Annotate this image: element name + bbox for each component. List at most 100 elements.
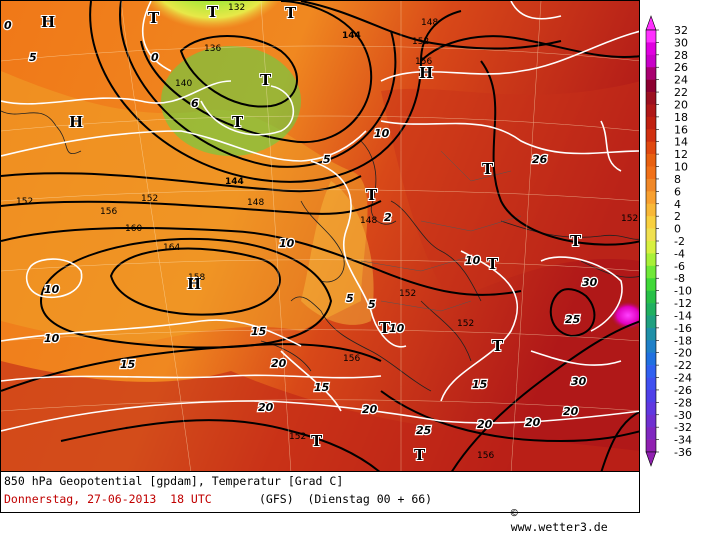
geo-label: 136 [204,44,221,54]
temp-label: 10 [279,237,295,250]
temp-label: 20 [271,357,287,370]
legend-tick-label: -14 [674,309,692,322]
geopotential-labels: 132 136 140 144 148 152 156 160 164 158 … [16,3,638,461]
geo-label: 156 [100,207,117,217]
low-symbol: T [366,186,378,204]
legend-swatch [646,67,656,80]
legend-swatch [646,79,656,93]
legend-swatch [646,315,656,329]
color-legend: 32 30 28 26 24 22 20 18 16 14 12 10 8 6 4 2 0 -2 -4 -6 -8 -10… [642,0,704,472]
temp-label: 10 [44,283,60,296]
legend-swatch [646,216,656,229]
legend-tick-label: 12 [674,148,688,161]
legend-scale: 32302826242220181614121086420-2-4-6-8-10… [645,15,692,467]
legend-swatch [646,402,656,416]
geo-label: 148 [247,198,264,208]
legend-swatch [646,92,656,105]
legend-tick-label: -6 [674,260,685,273]
temp-label: 25 [416,424,432,437]
legend-tick-label: -8 [674,272,685,285]
legend-swatch [646,104,656,118]
high-symbol: H [69,113,83,131]
low-symbol: T [260,71,272,89]
legend-tick-label: -24 [674,372,692,385]
legend-tick-label: 6 [674,185,681,198]
legend-tick-label: 22 [674,86,688,99]
legend-tick-label: 10 [674,161,688,174]
temp-label: 5 [346,292,354,305]
legend-arrow-bottom [645,451,657,467]
legend-swatch [646,141,656,155]
legend-tick-label: 18 [674,111,688,124]
temp-label: 15 [314,381,330,394]
hot-core-south [102,401,560,471]
temp-label: 30 [571,375,587,388]
temp-label: 10 [44,332,60,345]
temp-label: 15 [472,378,488,391]
legend-tick-label: 24 [674,74,688,87]
warm-tongue [301,181,374,325]
legend-swatch [646,129,656,143]
temp-label: 5 [323,153,331,166]
legend-tick-label: 28 [674,49,688,62]
geo-label: 148 [421,18,438,28]
temp-label: 10 [374,127,390,140]
legend-tick-label: 26 [674,61,688,74]
legend-swatch [646,340,656,354]
geo-label: 152 [399,289,416,299]
geopotential-lines [1,1,639,471]
legend-tick-label: -26 [674,384,692,397]
map-footer: 850 hPa Geopotential [gpdam], Temperatur… [0,472,640,534]
temp-label: 0 [151,51,159,64]
temp-label: 10 [465,254,481,267]
legend-tick-label: -16 [674,322,692,335]
geo-label: 140 [175,79,192,89]
low-symbol: T [487,255,499,273]
legend-tick-label: 32 [674,24,688,37]
legend-swatch [646,116,656,130]
temp-label: 26 [532,153,548,166]
temp-label: 20 [258,401,274,414]
temp-label: 6 [191,97,199,110]
geo-label: 152 [289,432,306,442]
legend-tick-label: -30 [674,409,692,422]
geo-label: 144 [225,177,244,187]
temperature-labels: 0 0 5 5 5 10 10 10 10 15 15 15 15 20 20 … [3,18,599,439]
legend-arrow-top [645,15,657,31]
legend-swatch [646,228,656,242]
legend-swatch [646,327,656,341]
geo-label: 156 [415,57,432,67]
legend-swatch [646,191,656,205]
legend-tick-label: -34 [674,434,692,447]
temp-label: 20 [525,416,541,429]
legend-tick-label: -10 [674,285,692,298]
legend-swatch [646,365,656,378]
high-symbol: H [419,64,433,82]
temp-label: 10 [389,322,405,335]
low-symbol: T [207,3,219,21]
geo-label: 156 [477,451,494,461]
temp-label: 5 [29,51,37,64]
geo-label: 152 [457,319,474,329]
legend-swatch [646,278,656,291]
legend-tick-label: -20 [674,347,692,360]
legend-tick-label: 30 [674,36,688,49]
legend-swatch [646,154,656,167]
map-title: 850 hPa Geopotential [gpdam], Temperatur… [4,474,344,488]
model-run: (GFS) (Dienstag 00 + 66) [259,492,433,506]
temp-label: 15 [120,358,136,371]
legend-swatch [646,290,656,304]
warm-east [381,81,639,301]
map-date: Donnerstag, 27-06-2013 18 UTC [4,492,212,506]
high-symbol: H [41,13,55,31]
high-symbol: H [187,275,201,293]
low-symbol: T [148,9,160,27]
geo-label: 156 [343,354,360,364]
legend-swatch [646,54,656,68]
credit: © www.wetter3.de [483,492,608,548]
copyright-icon: © [510,506,518,520]
legend-swatch [646,439,656,453]
low-symbol: T [492,337,504,355]
legend-swatch [646,42,656,56]
credit-text: www.wetter3.de [510,520,608,534]
